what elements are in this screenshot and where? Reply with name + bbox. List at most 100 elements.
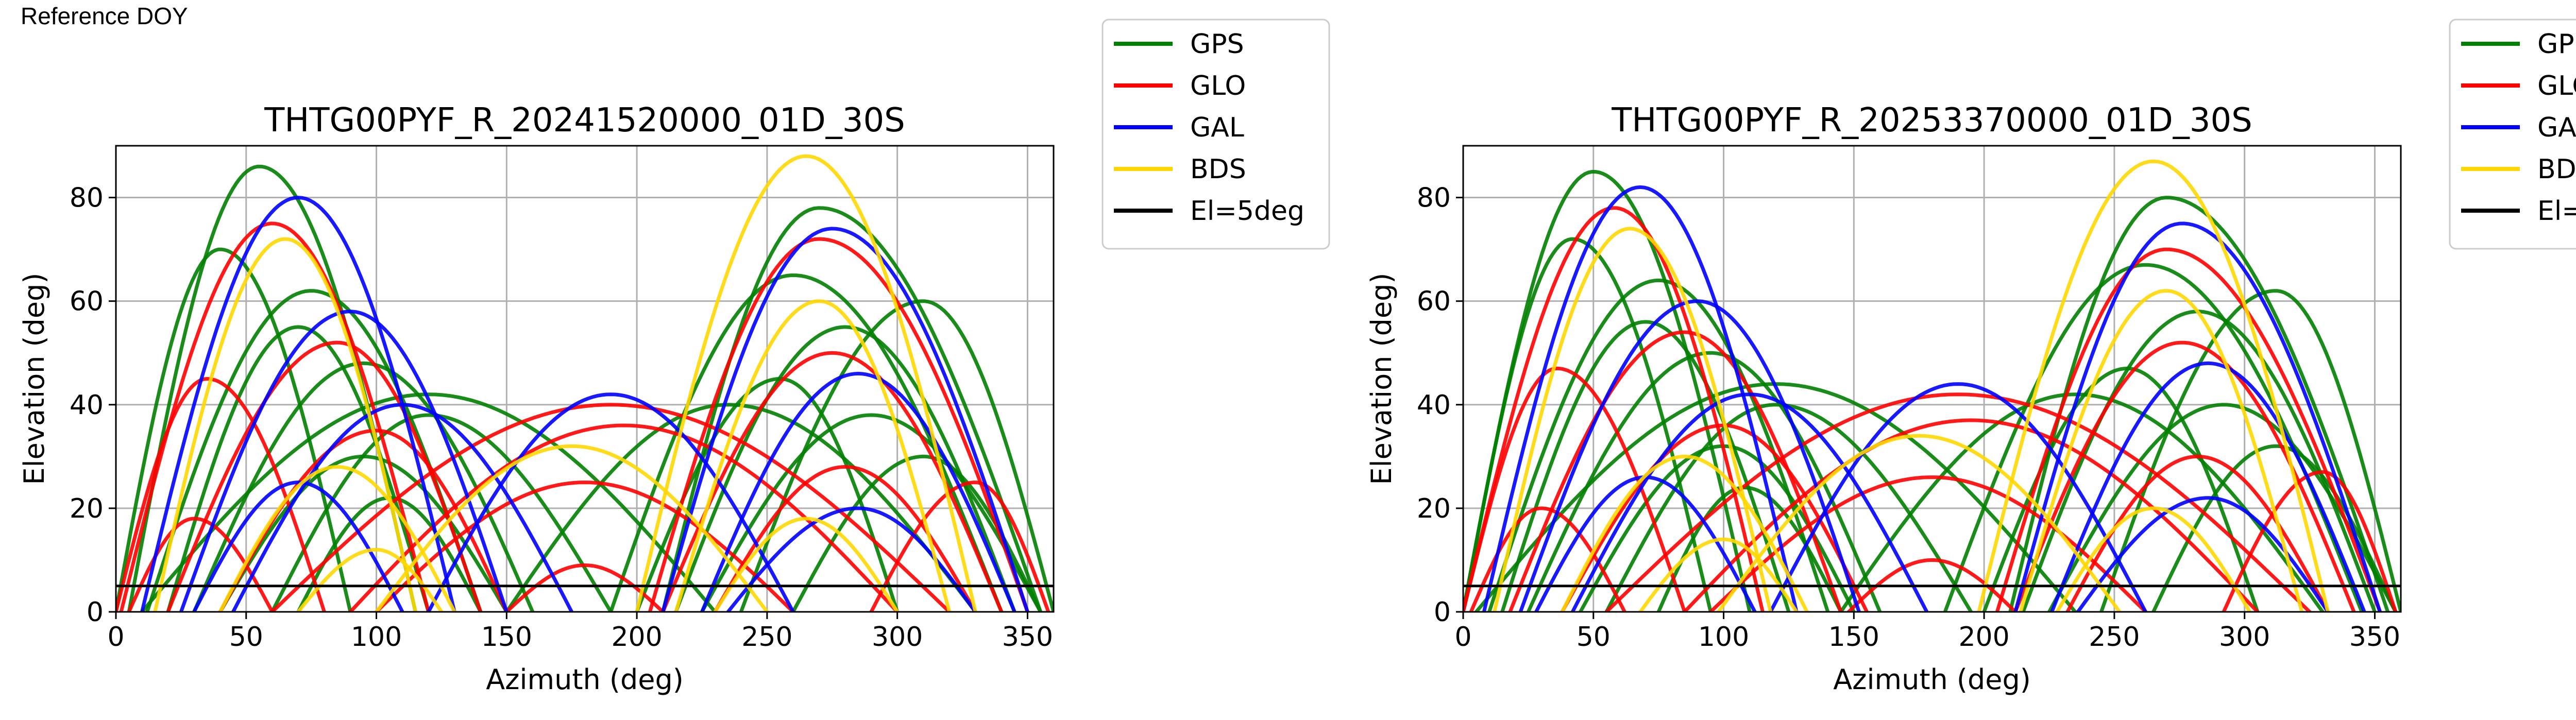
series-arc-gps (1463, 237, 1713, 612)
series-arc-bds (1493, 227, 1773, 612)
y-tick-label: 80 (70, 183, 104, 214)
series-arc-gps (1487, 278, 1830, 612)
x-tick-label: 50 (229, 622, 263, 653)
series-arc-gal (231, 403, 574, 612)
series-arc-bds (375, 444, 769, 612)
legend-entry: GLO (2537, 71, 2576, 101)
series-arc-glo (1463, 366, 1687, 612)
series-arc-gps (2047, 403, 2398, 612)
series-arc-bds (1977, 159, 2330, 612)
series-arc-gps (116, 247, 352, 612)
y-tick-label: 80 (1417, 183, 1451, 214)
x-tick-label: 250 (2089, 622, 2140, 653)
y-tick-label: 0 (87, 597, 104, 628)
series-arc-glo (504, 563, 665, 612)
series-arc-gal (192, 481, 404, 612)
series-arc-glo (2222, 470, 2398, 612)
x-tick-label: 200 (611, 622, 662, 653)
legend: GPS GLO GAL BDS El=5deg (1101, 19, 1330, 250)
series-arc-glo (713, 465, 977, 612)
legend-box (2449, 19, 2576, 250)
x-tick-label: 350 (1002, 622, 1053, 653)
series-arc-gal (700, 371, 1016, 612)
y-tick-label: 20 (1417, 493, 1451, 524)
legend-entry: GLO (1190, 71, 1246, 101)
series-arc-bds (713, 517, 900, 612)
series-arc-gal (1518, 299, 1861, 612)
x-tick-label: 200 (1958, 622, 2009, 653)
x-tick-label: 100 (1698, 622, 1749, 653)
legend-entry: GAL (2537, 112, 2576, 143)
series-arc-bds (1638, 537, 1799, 612)
chart-title: THTG00PYF_R_20241520000_01D_30S (264, 101, 905, 140)
series-arc-glo (375, 481, 795, 612)
series-arc-gps (1656, 486, 1843, 612)
series-arc-bds (1560, 454, 1809, 612)
y-tick-label: 40 (1417, 390, 1451, 421)
y-tick-label: 60 (1417, 286, 1451, 317)
y-tick-label: 0 (1434, 597, 1451, 628)
x-tick-label: 150 (481, 622, 532, 653)
series-arc-gal (1570, 392, 1929, 612)
series-arc-gal (2050, 361, 2366, 612)
legend-entry: GPS (1190, 29, 1244, 60)
series-arc-bds (153, 237, 417, 612)
series-arc-glo (1604, 392, 2312, 612)
y-axis-label: Elevation (deg) (1365, 273, 1398, 485)
series-arc-bds (1716, 434, 2122, 612)
series-arc-glo (1560, 423, 1869, 612)
legend: GPS GLO GAL BDS El=5deg (2449, 19, 2576, 250)
chart-panel-1: 0 50 100 150 200 250 300 350 0 20 40 60 80 THTG00PYF_… (18, 19, 1330, 696)
series-arc-gps (140, 392, 717, 612)
series-arc-bds (674, 299, 952, 612)
reference-doy-label: Reference DOY (21, 3, 188, 29)
series-arc-gps (1839, 392, 2325, 612)
series-arc-glo (1995, 247, 2382, 612)
x-tick-label: 100 (351, 622, 402, 653)
y-tick-label: 20 (70, 493, 104, 524)
series-arc-glo (2013, 340, 2356, 612)
series-arc-gal (661, 227, 1029, 612)
x-tick-label: 150 (1828, 622, 1879, 653)
axes-frame (115, 145, 1055, 613)
series-arc-gps (1500, 320, 1791, 612)
legend-entry: BDS (1190, 154, 1246, 185)
series-arc-gps (2008, 196, 2390, 612)
legend-box (1101, 19, 1330, 250)
legend-entry: El=5deg (1190, 196, 1304, 227)
series-arc-gps (700, 413, 1043, 612)
series-arc-glo (1708, 475, 2148, 612)
data-arcs (116, 154, 1054, 612)
x-axis-label: Azimuth (deg) (1833, 663, 2031, 696)
series-arc-bds (296, 547, 444, 612)
axes-frame (1462, 145, 2402, 613)
x-tick-label: 0 (1454, 622, 1471, 653)
series-arc-gps (1982, 366, 2260, 612)
series-arc-bds (2055, 506, 2252, 612)
series-arc-gal (427, 392, 795, 612)
series-arc-gal (179, 310, 509, 612)
chart-panel-2: 0 50 100 150 200 250 300 350 0 20 40 60 80 THTG00PYF_… (1365, 19, 2576, 696)
y-tick-label: 60 (70, 286, 104, 317)
x-tick-label: 300 (872, 622, 923, 653)
x-axis-label: Azimuth (deg) (486, 663, 684, 696)
legend-entry: GPS (2537, 29, 2576, 60)
series-arc-gps (166, 325, 431, 612)
legend-entry: GAL (1190, 112, 1244, 143)
y-tick-label: 40 (70, 390, 104, 421)
series-arc-glo (119, 221, 431, 612)
data-arcs (1463, 159, 2401, 612)
y-axis-label: Elevation (deg) (18, 273, 50, 485)
legend-entry: El=5deg (2537, 196, 2576, 227)
series-arc-glo (1463, 206, 1765, 612)
x-tick-label: 300 (2219, 622, 2270, 653)
series-arc-gps (674, 325, 1016, 612)
series-arc-gal (1769, 382, 2148, 612)
series-arc-gal (2013, 221, 2382, 612)
series-arc-bds (2019, 289, 2304, 612)
series-arc-glo (648, 237, 1029, 612)
series-arc-gal (1482, 185, 1799, 612)
series-arc-bds (635, 154, 977, 612)
x-tick-label: 50 (1577, 622, 1611, 653)
